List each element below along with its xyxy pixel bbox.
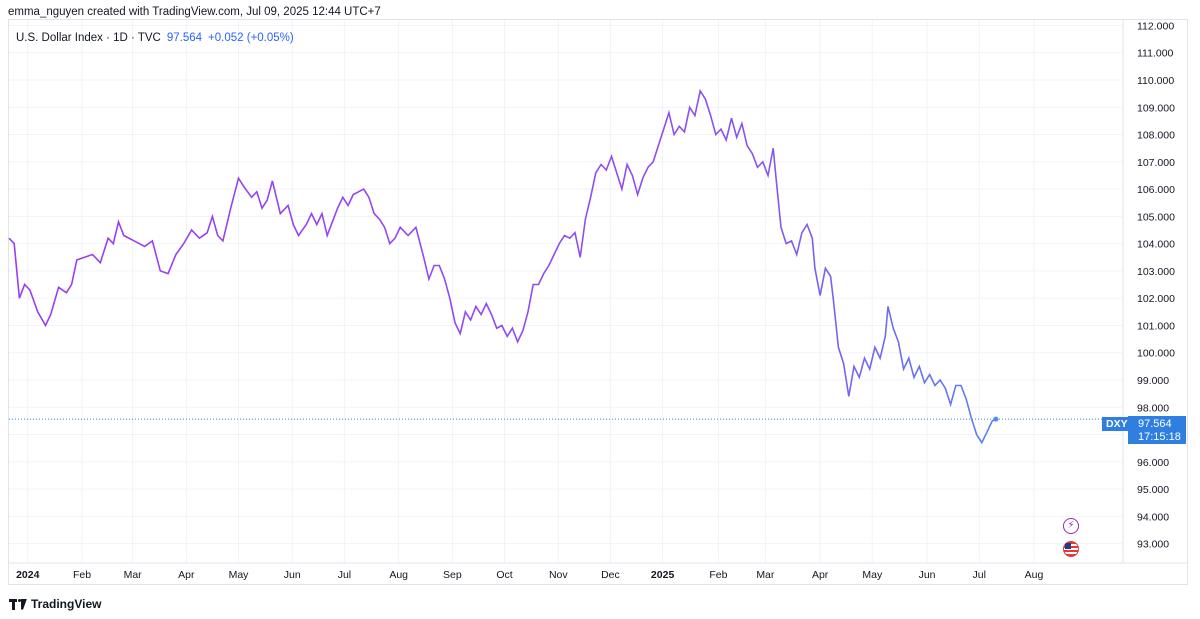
y-tick-label: 109.000 bbox=[1137, 102, 1175, 114]
y-tick-label: 98.000 bbox=[1137, 402, 1169, 414]
x-tick-label: Jul bbox=[973, 569, 986, 581]
last-price-dot[interactable] bbox=[993, 416, 999, 422]
chart-frame bbox=[8, 19, 1188, 585]
chart-legend: U.S. Dollar Index · 1D · TVC 97.564 +0.0… bbox=[16, 32, 294, 44]
grid bbox=[9, 20, 1122, 563]
tradingview-logo-icon bbox=[9, 598, 27, 610]
price-tag-value: 97.564 bbox=[1138, 418, 1172, 430]
x-tick-label: Jun bbox=[284, 569, 301, 581]
legend-price: 97.564 bbox=[166, 32, 203, 44]
y-axis: 93.00094.00095.00096.00097.00098.00099.0… bbox=[1122, 20, 1175, 563]
footer-brand: TradingView bbox=[31, 597, 102, 611]
symbol-tag: DXY bbox=[1102, 417, 1132, 431]
legend-change: +0.052 (+0.05%) bbox=[208, 32, 294, 44]
series-line[interactable] bbox=[8, 88, 997, 445]
y-tick-label: 96.000 bbox=[1137, 457, 1169, 469]
price-tag: 97.564 17:15:18 bbox=[1128, 416, 1186, 444]
y-tick-label: 106.000 bbox=[1137, 184, 1175, 196]
x-tick-label: Aug bbox=[389, 569, 408, 581]
y-tick-label: 107.000 bbox=[1137, 157, 1175, 169]
us-flag-icon[interactable] bbox=[1063, 541, 1079, 557]
x-tick-label: Feb bbox=[73, 569, 91, 581]
x-tick-label: Mar bbox=[756, 569, 775, 581]
x-tick-label: May bbox=[862, 569, 883, 581]
y-tick-label: 111.000 bbox=[1137, 48, 1174, 60]
y-tick-label: 94.000 bbox=[1137, 511, 1169, 523]
tradingview-footer[interactable]: TradingView bbox=[9, 597, 101, 611]
y-tick-label: 93.000 bbox=[1137, 539, 1169, 551]
y-tick-label: 102.000 bbox=[1137, 293, 1175, 305]
x-tick-label: Aug bbox=[1025, 569, 1044, 581]
x-tick-label: Oct bbox=[496, 569, 512, 581]
y-tick-label: 105.000 bbox=[1137, 211, 1175, 223]
lightning-bolt-icon[interactable]: ⚡ bbox=[1063, 518, 1079, 534]
y-tick-label: 95.000 bbox=[1137, 484, 1169, 496]
y-tick-label: 110.000 bbox=[1137, 75, 1174, 87]
y-tick-label: 104.000 bbox=[1137, 239, 1175, 251]
x-tick-label: Nov bbox=[549, 569, 568, 581]
x-tick-label: Dec bbox=[601, 569, 620, 581]
y-tick-label: 108.000 bbox=[1137, 130, 1175, 142]
x-tick-label: Jul bbox=[338, 569, 351, 581]
y-tick-label: 112.000 bbox=[1137, 20, 1174, 32]
x-tick-label: May bbox=[229, 569, 250, 581]
x-tick-label: Sep bbox=[443, 569, 462, 581]
y-tick-label: 100.000 bbox=[1137, 348, 1175, 360]
x-tick-label: Apr bbox=[178, 569, 195, 581]
chart-credit: emma_nguyen created with TradingView.com… bbox=[8, 6, 381, 18]
x-tick-label: 2025 bbox=[651, 569, 675, 581]
x-tick-label: 2024 bbox=[16, 569, 40, 581]
x-tick-label: Apr bbox=[812, 569, 829, 581]
x-tick-label: Mar bbox=[124, 569, 143, 581]
x-axis: 2024 Feb Mar Apr May Jun Jul Aug Sep Oct Nov Dec 202… bbox=[9, 562, 1187, 581]
legend-title: U.S. Dollar Index · 1D · TVC bbox=[16, 32, 161, 44]
y-tick-label: 99.000 bbox=[1137, 375, 1169, 387]
price-tag-countdown: 17:15:18 bbox=[1138, 431, 1181, 443]
y-tick-label: 101.000 bbox=[1137, 320, 1175, 332]
y-tick-label: 103.000 bbox=[1137, 266, 1175, 278]
x-tick-label: Jun bbox=[919, 569, 936, 581]
x-tick-label: Feb bbox=[709, 569, 727, 581]
